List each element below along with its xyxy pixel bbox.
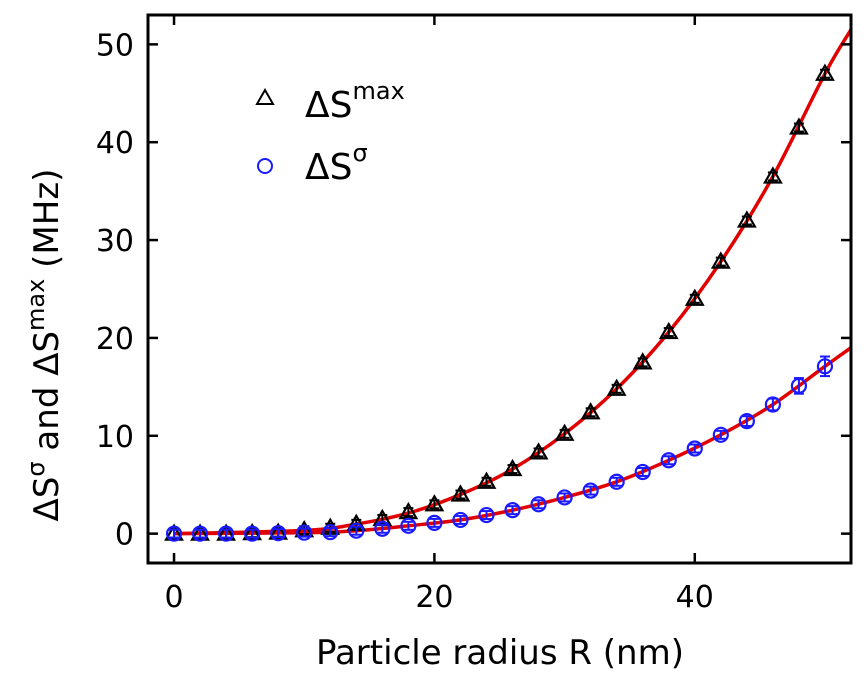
y-axis-title-mid: and	[27, 376, 67, 462]
circle-point	[400, 517, 417, 534]
triangle-point	[502, 458, 523, 477]
circle-point	[556, 489, 573, 506]
circle-point	[504, 502, 521, 519]
circle-point	[348, 522, 365, 539]
circle-point	[790, 377, 808, 394]
x-ticks: 0 20 40	[164, 15, 714, 615]
y-tick-label: 30	[96, 224, 134, 259]
circle-point	[712, 426, 729, 443]
y-axis-title-base2: ΔS	[27, 331, 67, 376]
y-axis-title-base1: ΔS	[27, 477, 67, 522]
x-axis-title: Particle radius R (nm)	[316, 633, 684, 673]
y-ticks: 0 10 20 30 40 50	[96, 28, 851, 553]
triangle-point	[815, 63, 835, 81]
circle-point	[634, 463, 651, 481]
circle-point	[191, 525, 209, 542]
circle-point	[452, 511, 469, 529]
circle-point	[660, 452, 677, 469]
triangle-point	[528, 442, 549, 460]
triangle-point	[789, 117, 809, 135]
triangle-point	[606, 378, 627, 396]
circle-point	[478, 506, 495, 524]
y-tick-label: 40	[96, 126, 134, 161]
circle-point	[816, 358, 834, 375]
legend-circle-marker	[257, 158, 273, 174]
circle-point	[270, 525, 287, 542]
legend-item-delta-s-sigma: ΔSσ	[257, 139, 368, 188]
circle-point	[165, 525, 183, 542]
triangle-point	[476, 471, 497, 489]
plot-area	[146, 13, 853, 565]
data-markers	[164, 63, 835, 542]
series-delta-s-sigma	[165, 355, 834, 542]
legend-label-delta-s-max-sup: max	[352, 77, 404, 105]
y-axis-title-sup1: σ	[22, 461, 50, 476]
triangle-point	[684, 288, 705, 306]
legend-label-delta-s-sigma: ΔSσ	[305, 139, 368, 188]
triangle-point	[632, 352, 653, 370]
circle-point	[686, 440, 703, 457]
circle-point	[322, 524, 339, 541]
triangle-point	[554, 423, 575, 441]
triangle-point	[658, 321, 679, 340]
y-axis-title-unit: (MHz)	[27, 169, 67, 279]
y-tick-label: 10	[96, 420, 134, 455]
x-tick-label: 20	[415, 580, 453, 615]
circle-point	[764, 396, 781, 413]
x-tick-label: 40	[676, 580, 714, 615]
triangle-point	[242, 522, 263, 541]
circle-point	[374, 520, 391, 537]
x-tick-label: 0	[164, 580, 183, 615]
circle-point	[296, 524, 313, 541]
circle-point	[218, 525, 235, 542]
triangle-point	[580, 402, 601, 420]
triangle-point	[710, 251, 731, 269]
y-axis-title: ΔSσ and ΔSmax (MHz)	[22, 169, 67, 522]
circle-point	[530, 496, 547, 513]
legend-label-delta-s-sigma-base: ΔS	[305, 147, 352, 188]
y-tick-label: 20	[96, 322, 134, 357]
legend-triangle-marker	[255, 87, 275, 105]
axes-frame	[146, 13, 853, 565]
legend-label-delta-s-max-base: ΔS	[305, 85, 352, 126]
circle-point	[426, 514, 443, 531]
circle-point	[738, 413, 755, 430]
triangle-point	[424, 494, 445, 512]
legend-label-delta-s-sigma-sup: σ	[352, 139, 367, 167]
y-axis-title-sup2: max	[22, 279, 50, 331]
triangle-point	[736, 210, 757, 228]
circle-point	[244, 525, 261, 542]
triangle-point	[268, 522, 289, 540]
triangle-point	[450, 484, 471, 502]
legend-item-delta-s-max: ΔSmax	[255, 77, 405, 126]
circle-point	[582, 482, 599, 499]
circle-point	[608, 473, 625, 490]
y-tick-label: 0	[115, 518, 134, 553]
legend: ΔSmax ΔSσ	[255, 77, 405, 188]
legend-label-delta-s-max: ΔSmax	[305, 77, 405, 126]
y-tick-label: 50	[96, 28, 134, 63]
triangle-point	[762, 166, 783, 184]
